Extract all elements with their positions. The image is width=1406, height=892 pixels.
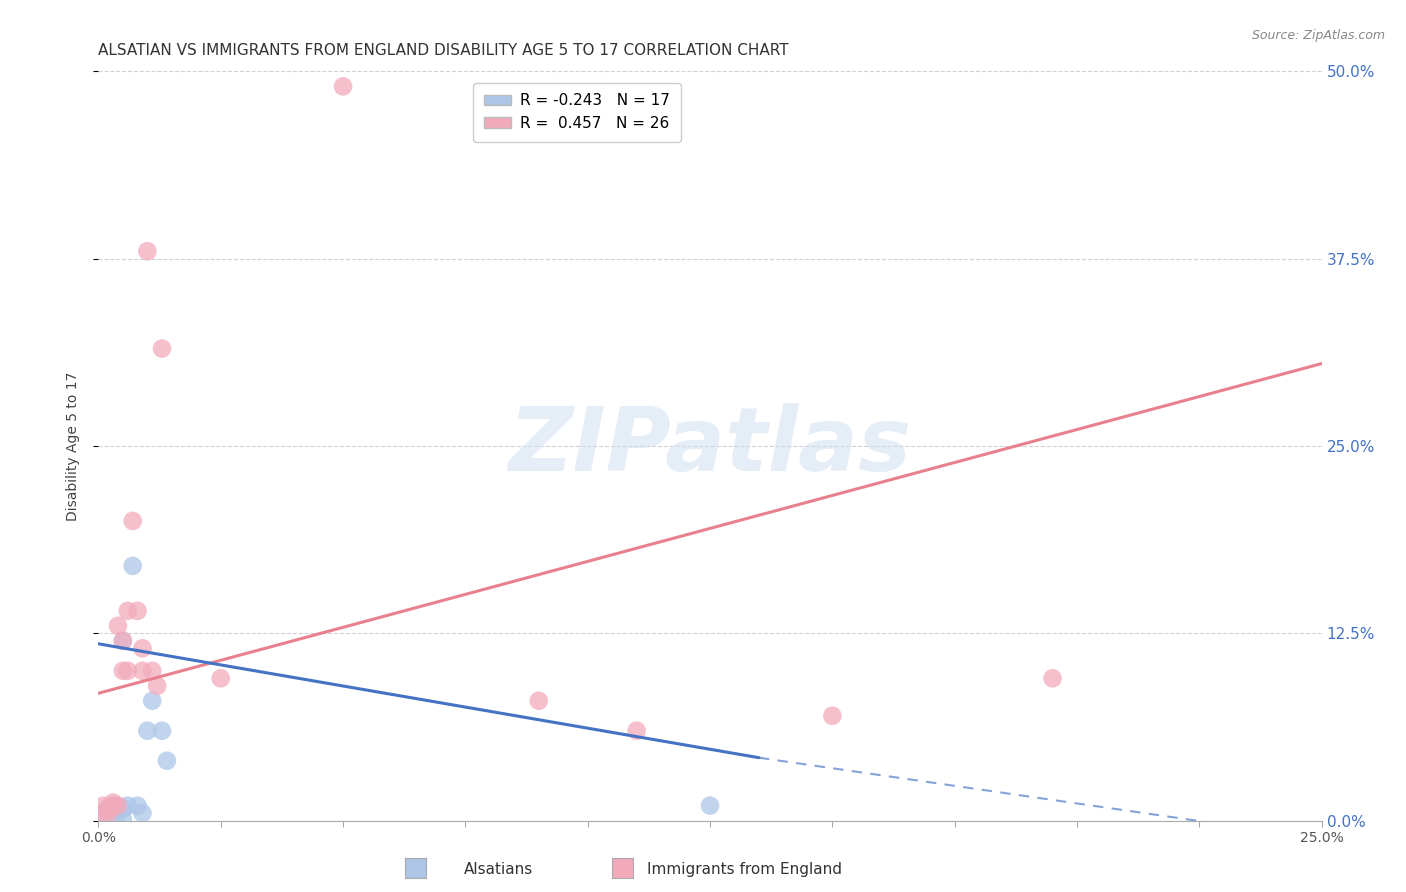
Point — [1042, 671, 1064, 685]
Point — [117, 664, 139, 678]
Point — [121, 514, 143, 528]
Point — [107, 806, 129, 821]
Point — [150, 723, 173, 738]
Text: ZIPatlas: ZIPatlas — [509, 402, 911, 490]
Point — [136, 244, 159, 259]
Text: ALSATIAN VS IMMIGRANTS FROM ENGLAND DISABILITY AGE 5 TO 17 CORRELATION CHART: ALSATIAN VS IMMIGRANTS FROM ENGLAND DISA… — [98, 43, 789, 58]
Point — [107, 619, 129, 633]
Point — [111, 633, 134, 648]
Point — [146, 679, 169, 693]
Point — [97, 802, 120, 816]
Point — [111, 633, 134, 648]
Point — [131, 664, 153, 678]
Text: Immigrants from England: Immigrants from England — [647, 863, 842, 877]
Point — [101, 806, 124, 821]
Point — [699, 798, 721, 813]
Point — [131, 641, 153, 656]
Point — [117, 604, 139, 618]
Point — [527, 694, 550, 708]
Legend: R = -0.243   N = 17, R =  0.457   N = 26: R = -0.243 N = 17, R = 0.457 N = 26 — [472, 83, 681, 142]
Point — [136, 723, 159, 738]
Point — [111, 664, 134, 678]
Point — [626, 723, 648, 738]
Point — [117, 798, 139, 813]
Point — [111, 802, 134, 816]
Point — [127, 604, 149, 618]
Point — [821, 708, 844, 723]
Point — [156, 754, 179, 768]
Point — [141, 664, 163, 678]
Point — [101, 798, 124, 813]
Point — [209, 671, 232, 685]
Point — [332, 79, 354, 94]
Point — [150, 342, 173, 356]
Point — [127, 798, 149, 813]
Text: Alsatians: Alsatians — [464, 863, 533, 877]
Y-axis label: Disability Age 5 to 17: Disability Age 5 to 17 — [66, 371, 80, 521]
Point — [131, 806, 153, 821]
Point — [91, 806, 114, 821]
Point — [121, 558, 143, 573]
Point — [97, 806, 120, 821]
Point — [111, 812, 134, 826]
Point — [91, 798, 114, 813]
Point — [141, 694, 163, 708]
Point — [107, 798, 129, 813]
Text: Source: ZipAtlas.com: Source: ZipAtlas.com — [1251, 29, 1385, 42]
Point — [97, 802, 120, 816]
Point — [91, 806, 114, 821]
Point — [101, 798, 124, 813]
Point — [101, 796, 124, 810]
